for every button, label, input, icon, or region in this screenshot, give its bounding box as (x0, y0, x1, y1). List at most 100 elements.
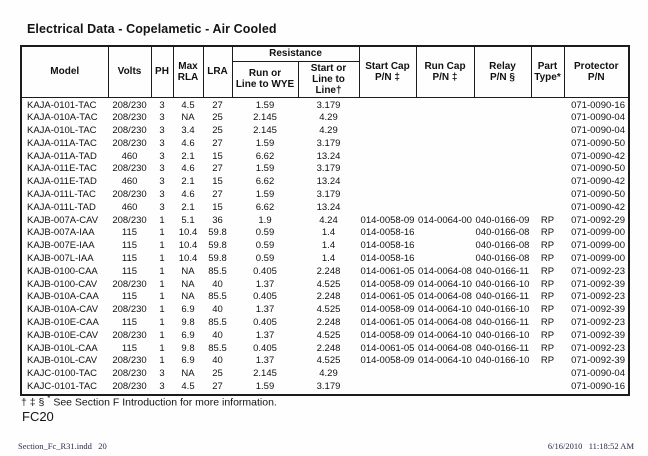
table-cell: 014-0064-10 (418, 355, 472, 367)
table-cell (531, 381, 564, 395)
table-cell: 1.59 (255, 381, 275, 393)
table-cell: 071-0090-04 (571, 112, 625, 124)
table-cell: 040-0166-11 (475, 317, 530, 329)
table-cell (474, 112, 531, 125)
table-cell: 1.59 (255, 99, 275, 111)
table-cell (416, 240, 474, 253)
table-cell: 014-0064-10 (418, 278, 472, 290)
table-cell: 3 (159, 201, 165, 213)
column-header-volts: Volts (107, 45, 152, 98)
table-cell (359, 138, 416, 151)
table-cell: 27 (212, 99, 223, 111)
column-header-protector: Protector P/N (563, 45, 630, 98)
table-row: KAJB-010L-CAA 115 1 9.8 85.5 0.405 2.248 014-00… (21, 343, 629, 356)
table-cell: 014-0064-08 (418, 265, 472, 277)
table-cell: 1 (159, 278, 165, 290)
table-cell: 208/230 (112, 278, 147, 290)
table-cell: 2.248 (316, 265, 341, 277)
column-header-run-cap: Run Cap P/N ‡ (415, 45, 475, 98)
table-row: KAJB-010L-CAV 208/230 1 6.9 40 1.37 4.525 014-0… (21, 355, 629, 368)
table-cell: KAJA-0101-TAC (27, 99, 97, 111)
table-cell: 40 (212, 304, 223, 316)
table-row: KAJA-011L-TAD 460 3 2.1 15 6.62 13.24 071-0090-… (21, 202, 629, 215)
table-cell: 59.8 (208, 253, 227, 265)
table-row: KAJA-011E-TAC 208/230 3 4.6 27 1.59 3.179 071-0… (21, 163, 629, 176)
table-cell: 3 (159, 112, 165, 124)
table-cell (359, 97, 416, 112)
table-cell (416, 97, 474, 112)
table-cell: 2.145 (253, 368, 277, 380)
table-cell: KAJA-011L-TAD (27, 201, 96, 213)
table-cell: RP (540, 214, 555, 226)
table-cell: 071-0090-04 (571, 368, 625, 380)
table-cell: 014-0058-16 (360, 253, 415, 265)
table-cell: 1.9 (258, 214, 272, 226)
column-header-ph: PH (150, 45, 174, 98)
table-cell: KAJA-011E-TAC (27, 163, 97, 175)
table-cell: NA (181, 112, 195, 124)
table-cell: NA (181, 368, 195, 380)
table-cell: 27 (212, 163, 223, 175)
table-cell: 014-0058-09 (360, 304, 415, 316)
table-cell: 0.405 (253, 317, 277, 329)
table-cell (474, 202, 531, 215)
table-cell: 3 (159, 368, 165, 380)
table-cell: 071-0090-50 (571, 189, 625, 201)
table-cell: 0.405 (253, 265, 277, 277)
table-cell: 0.59 (255, 240, 275, 252)
table-cell: 115 (121, 291, 138, 303)
table-cell: 071-0092-39 (571, 355, 625, 367)
table-cell: 59.8 (208, 227, 227, 239)
table-cell (359, 189, 416, 202)
table-cell: 59.8 (208, 240, 227, 252)
table-cell: 1 (159, 342, 165, 354)
table-cell: 3 (159, 125, 165, 137)
table-cell: 208/230 (112, 125, 147, 137)
table-cell: 115 (121, 265, 138, 277)
table-cell: 2.248 (316, 342, 341, 354)
table-cell: 13.24 (316, 150, 341, 162)
table-cell: 1.59 (255, 163, 275, 175)
table-cell: 460 (121, 201, 138, 213)
table-cell: KAJA-011A-TAD (27, 150, 97, 162)
table-cell: 071-0090-04 (571, 125, 625, 137)
table-cell: 071-0090-50 (571, 163, 625, 175)
table-cell: 3.179 (316, 163, 341, 175)
table-cell: 014-0061-05 (360, 265, 415, 277)
table-cell (474, 151, 531, 164)
table-cell: KAJB-010E-CAA (27, 317, 99, 329)
table-cell: 208/230 (112, 355, 147, 367)
table-cell: 014-0064-08 (418, 342, 472, 354)
table-cell: 040-0166-11 (475, 265, 530, 277)
table-cell: 040-0166-10 (475, 304, 530, 316)
table-cell (359, 112, 416, 125)
table-cell (474, 97, 531, 112)
table-cell: 0.405 (253, 342, 277, 354)
table-cell: 040-0166-11 (475, 342, 530, 354)
table-cell: 071-0090-16 (571, 381, 625, 393)
table-cell: 071-0090-42 (571, 176, 625, 188)
table-cell: 15 (212, 201, 223, 213)
table-cell: 3.179 (316, 189, 341, 201)
table-row: KAJA-0101-TAC 208/230 3 4.5 27 1.59 3.179 071-0… (21, 97, 629, 112)
table-cell: 4.525 (316, 355, 341, 367)
table-cell: 1 (159, 240, 165, 252)
table-cell: 4.6 (181, 137, 195, 149)
table-cell: 2.1 (181, 150, 195, 162)
table-cell: 115 (121, 253, 138, 265)
table-cell: 1 (159, 253, 165, 265)
table-cell (474, 368, 531, 381)
table-cell: 071-0090-16 (571, 99, 625, 111)
column-header-lra: LRA (202, 45, 233, 98)
table-cell: 014-0064-10 (418, 304, 472, 316)
table-cell (416, 381, 474, 395)
table-cell: 1.37 (255, 355, 275, 367)
table-cell: KAJB-010L-CAV (27, 355, 98, 367)
table-cell: 014-0064-08 (418, 291, 472, 303)
table-cell: 071-0092-23 (571, 342, 625, 354)
table-cell: 4.29 (319, 112, 338, 124)
table-row: KAJB-0100-CAV 208/230 1 NA 40 1.37 4.525 014-00… (21, 279, 629, 292)
table-cell (359, 125, 416, 138)
footnote-symbols: † ‡ § (21, 396, 48, 409)
